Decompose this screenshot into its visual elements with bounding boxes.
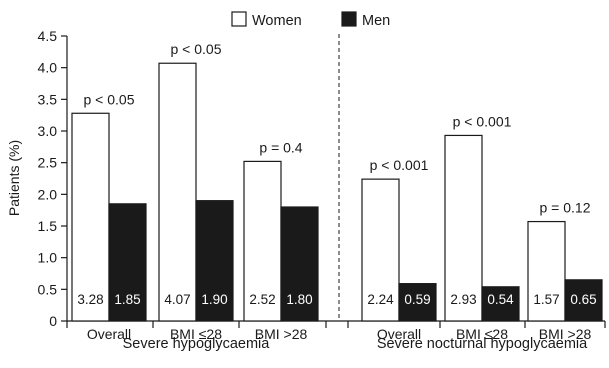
bar-men [108, 203, 147, 322]
value-label-women: 2.24 [367, 292, 394, 307]
value-label-men: 1.80 [286, 292, 312, 307]
y-axis-label: Patients (%) [6, 140, 22, 216]
legend-label-women: Women [252, 13, 302, 29]
value-label-women: 2.93 [450, 292, 476, 307]
value-label-women: 1.57 [533, 292, 559, 307]
value-label-men: 1.90 [201, 292, 227, 307]
bar-men [398, 283, 437, 322]
bar-women [361, 178, 400, 322]
y-ticks: 0 0.5 1.0 1.5 2.0 2.5 3.0 3.5 4.0 4.5 [38, 28, 67, 329]
category-label: BMI >28 [539, 326, 592, 342]
legend-swatch-women [231, 11, 247, 27]
y-tick-label: 4.5 [38, 28, 58, 44]
p-value-label: p < 0.001 [370, 157, 429, 173]
value-label-men: 0.65 [570, 292, 596, 307]
y-tick-label: 1.5 [38, 218, 58, 234]
bar-women [444, 134, 483, 322]
value-label-women: 3.28 [77, 292, 103, 307]
p-value-label: p < 0.05 [171, 41, 222, 57]
bars: 3.28 1.85 p < 0.05 4.07 1.90 p < 0.05 2.52 1.80… [71, 41, 603, 322]
group-label-severe-nocturnal-hypoglycaemia: Severe nocturnal hypoglycaemia [377, 336, 588, 352]
category-label: BMI ≤28 [456, 326, 508, 342]
p-value-label: p < 0.001 [453, 113, 512, 129]
bar-men [481, 286, 520, 322]
y-tick-label: 2.5 [38, 155, 58, 171]
category-label: BMI >28 [255, 326, 308, 342]
value-label-men: 0.59 [404, 292, 430, 307]
value-label-women: 2.52 [249, 292, 275, 307]
y-tick-label: 2.0 [38, 186, 58, 202]
bar-men [564, 279, 603, 322]
legend-label-men: Men [362, 13, 390, 29]
y-tick-label: 0 [49, 313, 57, 329]
category-label: Overall [87, 326, 131, 342]
bar-women [71, 112, 110, 322]
x-categories: Overall BMI ≤28 BMI >28 Overall BMI ≤28 BMI >… [66, 321, 606, 342]
p-value-label: p = 0.12 [540, 200, 591, 216]
bar-men [280, 206, 319, 322]
legend: Women Men [231, 11, 390, 29]
value-label-men: 1.85 [114, 292, 140, 307]
y-tick-label: 3.0 [38, 123, 58, 139]
bar-women [527, 220, 566, 322]
category-label: Overall [377, 326, 421, 342]
bar-men [195, 200, 234, 322]
p-value-label: p < 0.05 [84, 91, 135, 107]
value-label-women: 4.07 [164, 292, 190, 307]
y-tick-label: 0.5 [38, 281, 58, 297]
y-tick-label: 4.0 [38, 60, 58, 76]
y-tick-label: 3.5 [38, 91, 58, 107]
p-value-label: p = 0.4 [259, 139, 302, 155]
category-label: BMI ≤28 [170, 326, 222, 342]
value-label-men: 0.54 [487, 292, 514, 307]
bar-women [158, 62, 197, 322]
group-label-severe-hypoglycaemia: Severe hypoglycaemia [123, 336, 271, 352]
legend-swatch-men [341, 11, 357, 27]
y-tick-label: 1.0 [38, 250, 58, 266]
